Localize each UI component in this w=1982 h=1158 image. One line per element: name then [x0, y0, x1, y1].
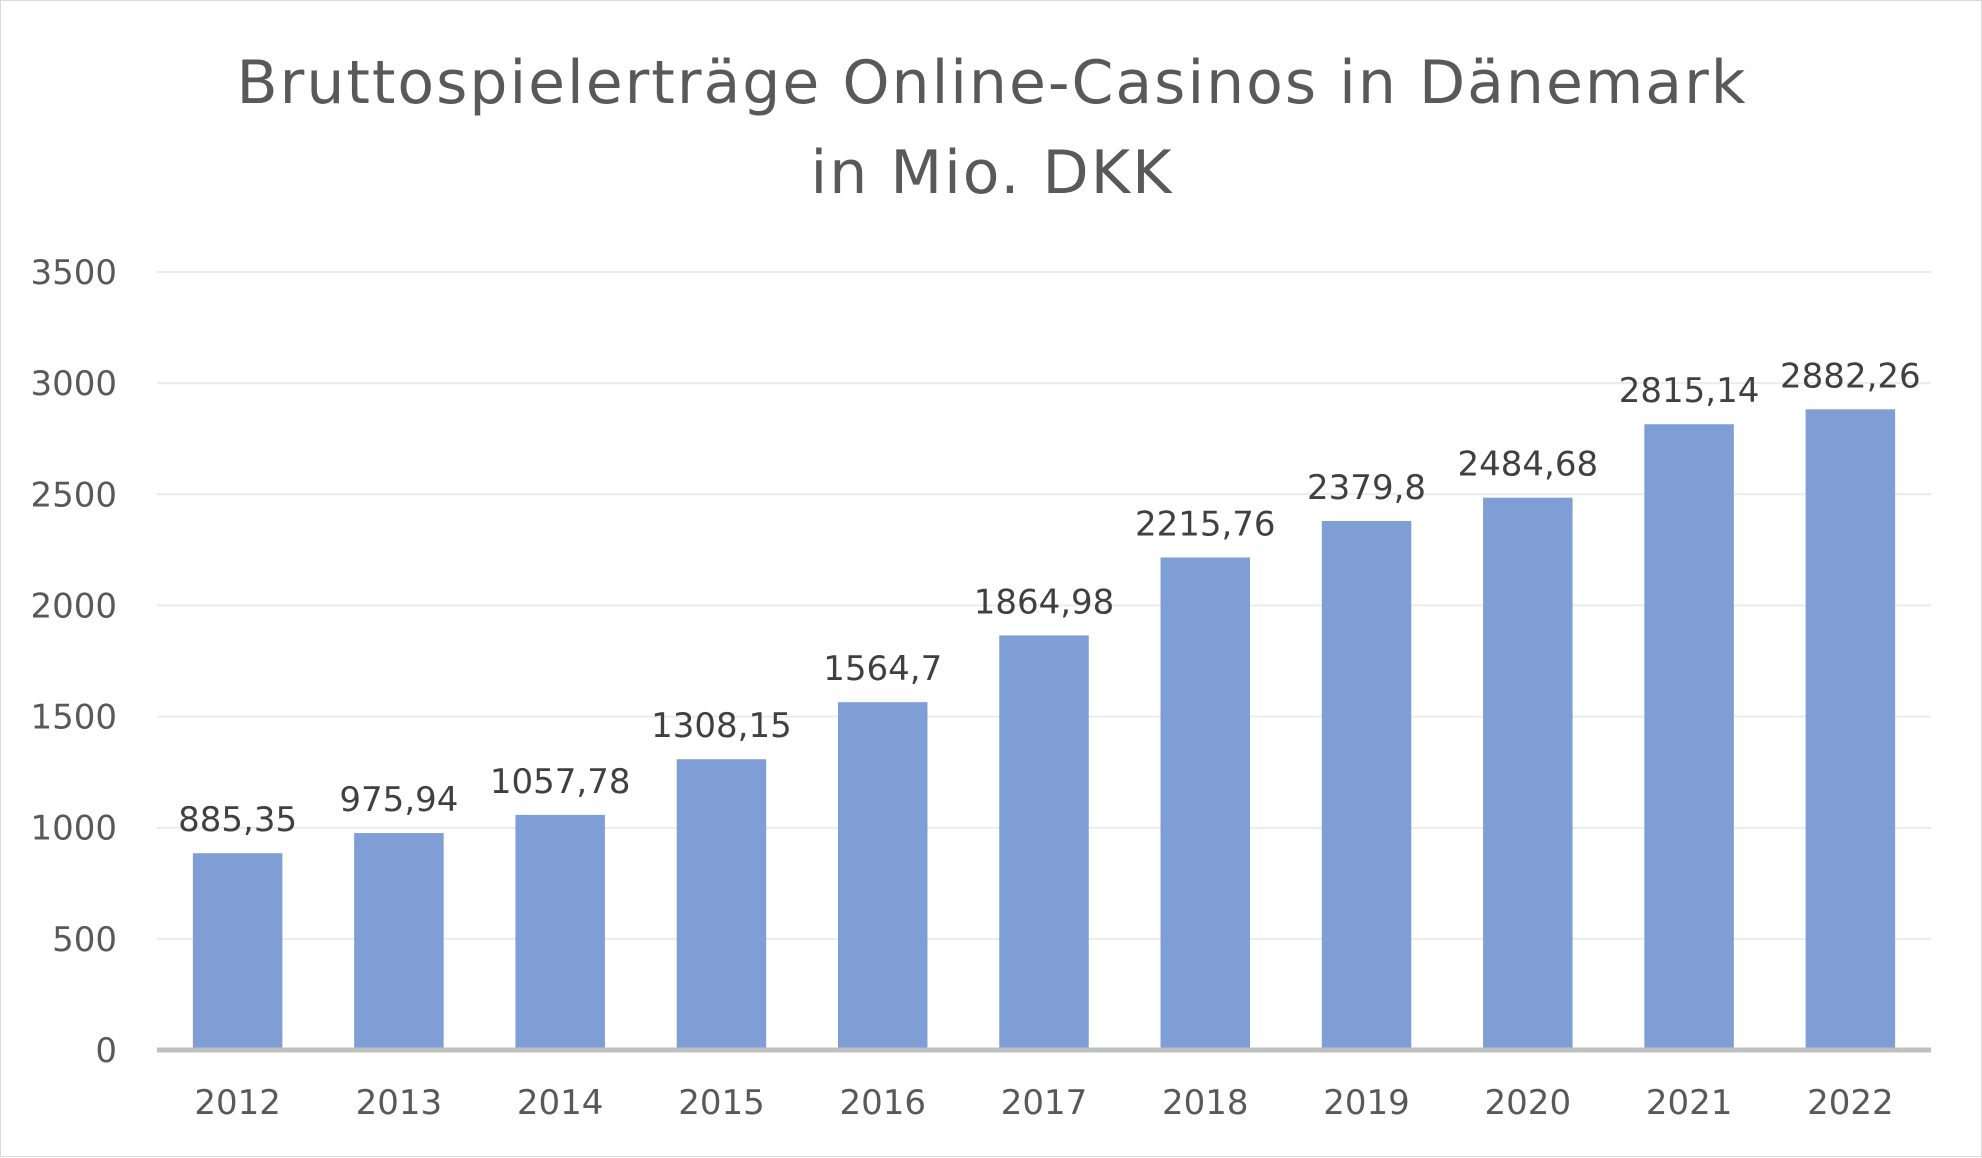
bar — [999, 635, 1089, 1050]
bar — [515, 814, 605, 1050]
data-label: 2379,8 — [1307, 468, 1426, 508]
y-tick-label: 2000 — [30, 586, 117, 626]
y-axis-ticks: 0 500 1000 1500 2000 2500 3000 3500 — [30, 253, 117, 1071]
x-tick-label: 2018 — [1162, 1083, 1249, 1123]
chart-title-line-1: Bruttospielerträge Online-Casinos in Dän… — [237, 48, 1748, 118]
data-label: 2882,26 — [1780, 356, 1921, 396]
data-label: 1564,7 — [823, 649, 942, 689]
data-labels: 885,35 975,94 1057,78 1308,15 1564,7 1864,98 2… — [178, 356, 1921, 840]
bar — [837, 702, 928, 1050]
x-tick-label: 2013 — [356, 1083, 443, 1123]
bar — [1805, 409, 1896, 1050]
y-tick-label: 500 — [52, 920, 117, 960]
y-tick-label: 3000 — [30, 364, 117, 404]
data-label: 975,94 — [339, 780, 458, 820]
x-tick-label: 2019 — [1323, 1083, 1410, 1123]
x-tick-label: 2016 — [839, 1083, 926, 1123]
y-tick-label: 0 — [95, 1031, 117, 1071]
data-label: 885,35 — [178, 800, 297, 840]
bar — [1160, 557, 1251, 1050]
data-label: 2215,76 — [1135, 504, 1276, 544]
x-tick-label: 2017 — [1001, 1083, 1088, 1123]
x-tick-label: 2020 — [1485, 1083, 1572, 1123]
y-tick-label: 1000 — [30, 809, 117, 849]
data-label: 1308,15 — [651, 706, 792, 746]
x-axis-ticks: 2012 2013 2014 2015 2016 2017 2018 2019 2020 2021… — [194, 1083, 1893, 1123]
x-tick-label: 2015 — [678, 1083, 765, 1123]
y-tick-label: 3500 — [30, 253, 117, 293]
bar — [676, 759, 767, 1050]
bars — [192, 409, 1896, 1050]
data-label: 1057,78 — [490, 762, 631, 802]
x-tick-label: 2022 — [1807, 1083, 1894, 1123]
y-tick-label: 2500 — [30, 475, 117, 515]
y-tick-label: 1500 — [30, 698, 117, 738]
data-label: 2484,68 — [1458, 445, 1599, 485]
chart-title-line-2: in Mio. DKK — [811, 138, 1174, 208]
bar — [192, 853, 283, 1050]
x-tick-label: 2021 — [1646, 1083, 1733, 1123]
bar — [1321, 521, 1412, 1050]
bar — [354, 833, 444, 1050]
bar — [1644, 424, 1734, 1050]
bar — [1483, 497, 1573, 1050]
data-label: 1864,98 — [974, 582, 1115, 622]
x-tick-label: 2014 — [517, 1083, 604, 1123]
data-label: 2815,14 — [1619, 371, 1760, 411]
x-tick-label: 2012 — [194, 1083, 281, 1123]
